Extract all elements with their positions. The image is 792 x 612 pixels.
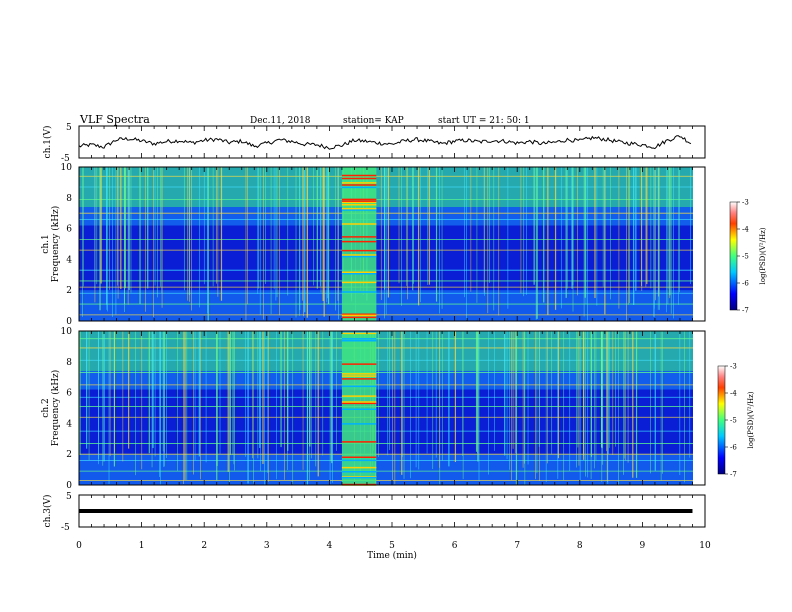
ch1-colorbar: -3 -4 -5 -6 -7 log(PSD)(V²/Hz): [729, 199, 767, 315]
ch3-waveform-ytick-bottom: -5: [61, 523, 70, 533]
ch2-colorbar: -3 -4 -5 -6 -7 log(PSD)(V²/Hz): [717, 363, 755, 479]
y-tick-label: 0: [66, 481, 72, 491]
ch2-spectrogram-image: [79, 331, 693, 486]
colorbar-tick-label: -4: [730, 390, 737, 398]
spectral-band: [79, 454, 693, 485]
x-tick-label: 6: [452, 541, 458, 551]
ch3-waveform-panel: 5 -5 ch.3(V): [42, 492, 706, 533]
colorbar-tick-label: -3: [742, 199, 749, 207]
station-label: station= KAP: [343, 116, 404, 126]
ch1-spectrogram-panel: 0 2 4 6 8 10 ch.1 Frequency (kHz): [41, 163, 706, 327]
y-tick-label: 0: [66, 317, 72, 327]
y-tick-label: 4: [66, 419, 72, 429]
ch3-waveform-ticks: [78, 495, 706, 527]
ch1-spectrogram-ylabel-frequency: Frequency (kHz): [50, 206, 61, 283]
ch1-colorbar-ticks: -3 -4 -5 -6 -7: [737, 199, 749, 315]
x-tick-label: 9: [640, 541, 646, 551]
y-tick-label: 8: [66, 358, 72, 368]
colorbar-tick-label: -4: [742, 226, 749, 234]
colorbar-tick-label: -7: [742, 307, 749, 315]
colorbar-tick-label: -6: [730, 444, 737, 452]
x-tick-label: 5: [389, 541, 395, 551]
ch2-colorbar-gradient: [717, 365, 726, 475]
ch1-spectrogram-ytick-labels: 0 2 4 6 8 10: [61, 163, 73, 327]
ch1-waveform-ticks: [78, 126, 706, 158]
ch1-waveform-ytick-top: 5: [66, 123, 72, 133]
y-tick-label: 2: [66, 286, 72, 296]
ch1-spectrogram-ticks: [78, 167, 706, 321]
ch2-spectrogram-panel: 0 2 4 6 8 10 ch.2 Frequency (kHz): [41, 327, 706, 491]
x-tick-label: 7: [514, 541, 520, 551]
y-tick-label: 8: [66, 194, 72, 204]
burst-region: [341, 331, 377, 485]
colorbar-tick-label: -6: [742, 280, 749, 288]
ch1-colorbar-label: log(PSD)(V²/Hz): [759, 227, 767, 284]
ch2-colorbar-label: log(PSD)(V²/Hz): [747, 391, 755, 448]
x-axis-label: Time (min): [367, 550, 417, 561]
ch1-waveform-line: [78, 135, 692, 150]
colorbar-tick-label: -5: [742, 253, 749, 261]
ch3-waveform-ylabel: ch.3(V): [42, 495, 53, 528]
ch1-colorbar-gradient: [729, 201, 738, 311]
colorbar-tick-label: -7: [730, 471, 737, 479]
spectral-band: [79, 371, 693, 390]
colorbar-tick-label: -3: [730, 363, 737, 371]
x-tick-label: 0: [76, 541, 82, 551]
ch2-colorbar-ticks: -3 -4 -5 -6 -7: [725, 363, 737, 479]
x-tick-label: 8: [577, 541, 583, 551]
y-tick-label: 10: [61, 163, 73, 173]
ch1-spectrogram-image: [79, 167, 693, 321]
ch2-spectrogram-ytick-labels: 0 2 4 6 8 10: [61, 327, 73, 491]
y-tick-label: 10: [61, 327, 73, 337]
y-tick-label: 6: [66, 389, 72, 399]
x-tick-label: 4: [327, 541, 333, 551]
y-tick-label: 6: [66, 225, 72, 235]
ch2-spectrogram-ylabel-frequency: Frequency (kHz): [50, 370, 61, 447]
x-axis-tick-labels: 0 1 2 3 4 5 6 7 8 9 10: [76, 541, 711, 551]
y-tick-label: 2: [66, 450, 72, 460]
date-label: Dec.11, 2018: [250, 116, 311, 126]
ch3-waveform-ytick-top: 5: [66, 492, 72, 502]
ch1-spectrogram-ylabel: ch.1: [41, 234, 51, 253]
x-tick-label: 3: [264, 541, 270, 551]
x-tick-label: 10: [699, 541, 711, 551]
colorbar-tick-label: -5: [730, 417, 737, 425]
burst-region: [341, 167, 377, 321]
figure-title: VLF Spectra: [79, 113, 150, 126]
ch1-waveform-ylabel: ch.1(V): [42, 126, 53, 159]
x-tick-label: 1: [139, 541, 145, 551]
ch1-waveform-panel: 5 -5 ch.1(V): [42, 123, 706, 164]
ch1-waveform-ytick-bottom: -5: [61, 154, 70, 164]
ch2-spectrogram-ticks: [78, 331, 706, 485]
spectral-band: [79, 331, 693, 372]
ch2-spectrogram-ylabel: ch.2: [41, 398, 51, 417]
start-time-label: start UT = 21: 50: 1: [438, 116, 530, 126]
y-tick-label: 4: [66, 255, 72, 265]
x-tick-label: 2: [201, 541, 207, 551]
